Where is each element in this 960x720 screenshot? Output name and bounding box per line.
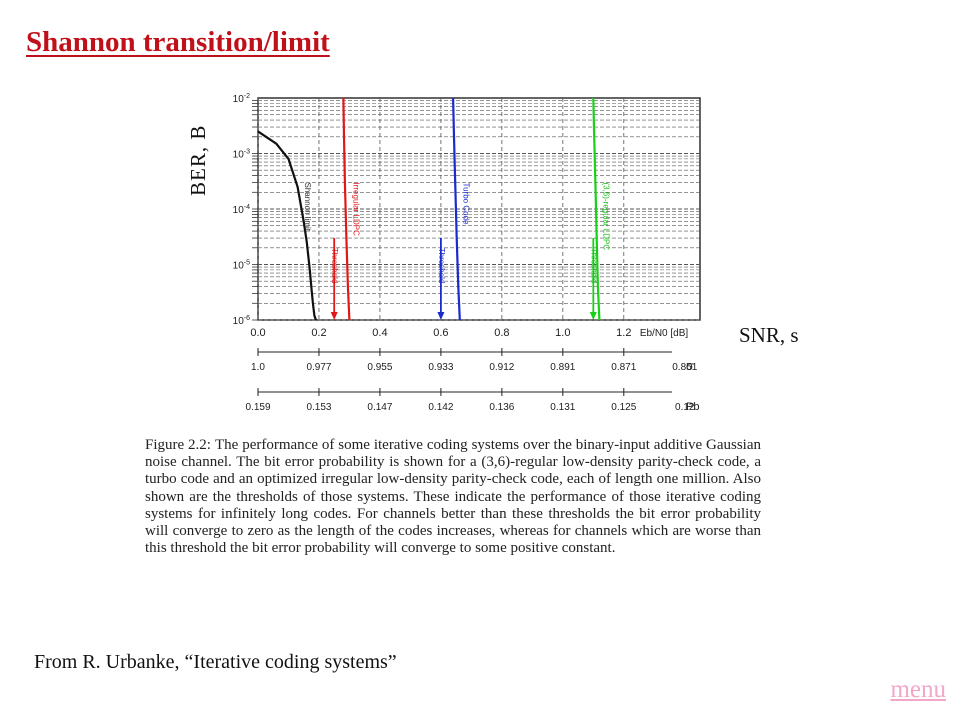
sigma-tick-label: 0.912 — [489, 362, 514, 373]
sigma-tick-label: 1.0 — [251, 362, 265, 373]
pb-tick-label: 0.153 — [306, 402, 331, 411]
series-line — [342, 97, 351, 321]
threshold-arrow — [589, 312, 597, 320]
pb-tick-label: 0.147 — [367, 402, 392, 411]
threshold-arrow — [330, 312, 338, 320]
y-tick-label: 10-5 — [233, 260, 250, 272]
caption-body: The performance of some iterative coding… — [145, 437, 761, 557]
chart-annotation: (3,6)-regular LDPC — [602, 183, 611, 251]
y-tick-label: 10-4 — [233, 204, 250, 216]
x-tick-label: 0.8 — [494, 327, 509, 339]
sigma-tick-label: 0.871 — [611, 362, 636, 373]
pb-tick-label: 0.142 — [428, 402, 453, 411]
chart-annotation: Shannon limit — [303, 183, 312, 232]
chart-annotation: Turbo Code — [461, 183, 470, 226]
x-tick-label: 0.2 — [311, 327, 326, 339]
series-line — [257, 130, 317, 321]
pb-tick-label: 0.12 — [675, 402, 695, 411]
pb-tick-label: 0.125 — [611, 402, 636, 411]
x-tick-label: 0.0 — [250, 327, 265, 339]
x-tick-label: 0.6 — [433, 327, 448, 339]
sigma-tick-label: 0.851 — [672, 362, 697, 373]
ber-chart: 10-6 10-5 10-4 10-3 10-2 0.0 0.2 0.4 0.6 0.8 1.0 1.… — [233, 93, 701, 411]
x-axis-label: SNR, s — [739, 323, 799, 347]
sigma-label: σ — [686, 359, 694, 373]
x-tick-label: 1.2 — [616, 327, 631, 339]
x-unit-label: Eb/N0 [dB] — [640, 328, 689, 339]
pb-label: Pb — [686, 401, 699, 411]
x-tick-label: 1.0 — [555, 327, 570, 339]
y-tick-label: 10-3 — [233, 149, 250, 161]
y-axis-label: BER, B — [186, 124, 210, 196]
x-tick-label: 0.4 — [372, 327, 387, 339]
chart-annotation: Irregular LDPC — [352, 183, 361, 237]
figure-caption: Figure 2.2: The performance of some itera… — [145, 437, 761, 557]
chart-annotation: Threshold — [330, 248, 339, 284]
chart-annotation: Threshold — [437, 248, 446, 284]
caption-lead: Figure 2.2: — [145, 437, 211, 453]
sigma-tick-label: 0.955 — [367, 362, 392, 373]
sigma-tick-label: 0.933 — [428, 362, 453, 373]
source-citation: From R. Urbanke, “Iterative coding syste… — [34, 651, 397, 673]
series-line — [592, 97, 601, 321]
y-tick-label: 10-2 — [233, 93, 250, 105]
threshold-arrow — [437, 312, 445, 320]
menu-link[interactable]: menu — [890, 676, 946, 703]
sigma-tick-label: 0.891 — [550, 362, 575, 373]
slide-title: Shannon transition/limit — [26, 26, 330, 58]
pb-tick-label: 0.136 — [489, 402, 514, 411]
y-tick-label: 10-6 — [233, 315, 250, 327]
series-line — [452, 97, 461, 321]
sigma-tick-label: 0.977 — [306, 362, 331, 373]
chart-annotation: Threshold — [589, 248, 598, 284]
pb-tick-label: 0.131 — [550, 402, 575, 411]
pb-tick-label: 0.159 — [245, 402, 270, 411]
